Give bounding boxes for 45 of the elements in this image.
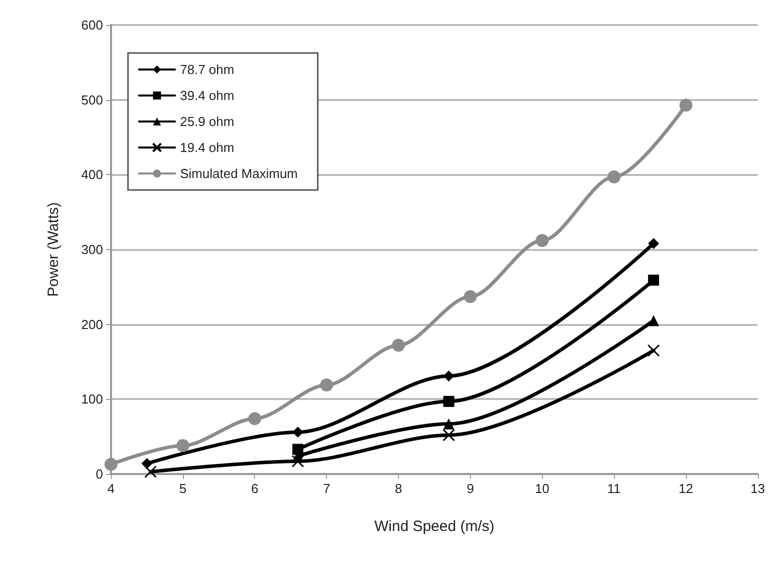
point	[443, 370, 454, 382]
x-tick-label: 8	[394, 481, 402, 496]
point	[104, 458, 118, 471]
point	[320, 378, 334, 392]
y-tick-label: 400	[81, 167, 103, 182]
legend-label: Simulated Maximum	[180, 166, 298, 181]
x-tick-label: 11	[607, 481, 621, 496]
point	[176, 439, 190, 452]
point	[443, 418, 454, 430]
point	[608, 170, 621, 184]
y-tick-label: 300	[81, 242, 103, 257]
x-axis-title: Wind Speed (m/s)	[374, 518, 494, 535]
x-tick-label: 7	[322, 481, 330, 496]
legend-label: 25.9 ohm	[180, 114, 234, 129]
x-tick-label: 10	[534, 481, 550, 496]
point	[679, 98, 692, 112]
legend-label: 39.4 ohm	[180, 88, 234, 103]
y-tick-label: 200	[81, 316, 103, 332]
point	[292, 455, 304, 468]
x-tick-label: 13	[750, 481, 766, 496]
point	[648, 274, 660, 286]
x-tick-label: 4	[107, 481, 115, 496]
y-axis-title: Power (Watts)	[45, 202, 62, 297]
point	[248, 412, 262, 426]
y-tick-label: 500	[81, 92, 103, 108]
point	[141, 458, 152, 470]
point	[443, 396, 454, 407]
point	[392, 338, 405, 352]
point	[536, 234, 549, 248]
point	[464, 290, 477, 304]
x-tick-label: 9	[466, 481, 474, 496]
legend-label: 78.7 ohm	[180, 62, 234, 77]
legend-label: 19.4 ohm	[180, 140, 234, 155]
point	[647, 344, 660, 357]
point	[292, 444, 304, 455]
x-tick-label: 6	[251, 481, 258, 496]
point	[144, 466, 157, 478]
y-tick-label: 0	[96, 466, 103, 482]
point	[442, 428, 456, 442]
point	[648, 315, 660, 326]
y-tick-label: 600	[81, 18, 103, 32]
x-tick-label: 5	[179, 481, 186, 496]
y-tick-label: 100	[81, 392, 103, 407]
x-tick-label: 12	[678, 481, 694, 496]
point	[648, 238, 660, 250]
